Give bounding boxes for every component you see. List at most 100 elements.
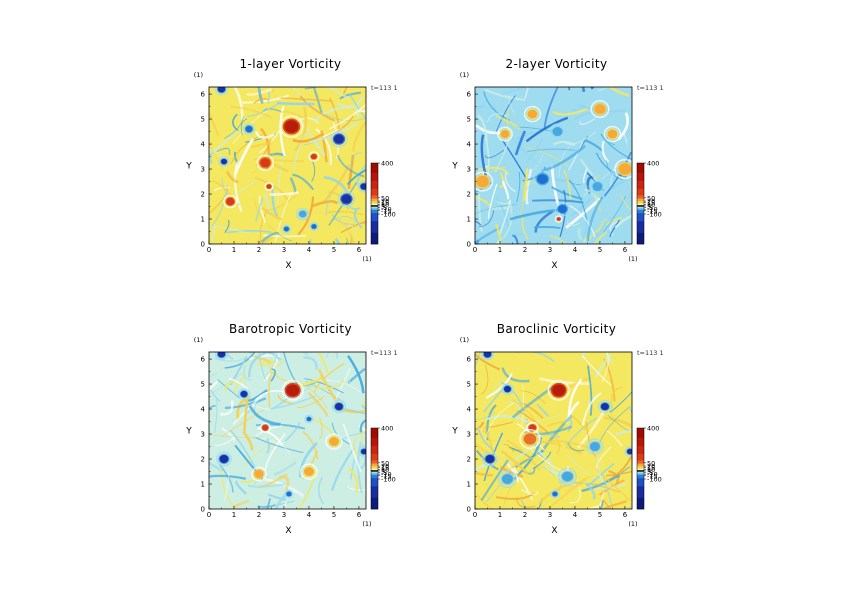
filament — [565, 474, 595, 493]
colorbar-tick-label: -5 — [647, 204, 653, 212]
x-tick-label: 1 — [498, 511, 502, 519]
filament — [341, 407, 366, 415]
colorbar-segment — [637, 463, 644, 467]
x-tick-label: 4 — [307, 511, 312, 519]
cyclone-blob — [554, 215, 563, 223]
x-tick-label: 2 — [257, 511, 261, 519]
filament — [484, 421, 514, 429]
y-tick-label: 0 — [467, 241, 471, 249]
y-tick-label: 6 — [201, 91, 206, 99]
filament — [219, 400, 234, 416]
filament — [567, 416, 573, 432]
filament — [356, 87, 359, 88]
x-axis-label: X — [285, 526, 291, 536]
filament — [536, 403, 550, 417]
filament — [475, 124, 502, 135]
filament — [583, 167, 588, 184]
filament — [260, 206, 283, 221]
y-axis-label: Y — [185, 427, 192, 437]
colorbar-segment — [371, 470, 378, 473]
filament — [570, 415, 587, 431]
filament — [302, 352, 309, 356]
filament — [263, 193, 271, 217]
filament — [505, 432, 543, 465]
panel-title: Baroclinic Vorticity — [497, 322, 617, 336]
filament — [247, 483, 286, 488]
cyclone-blob — [519, 428, 541, 450]
x-tick-label: 3 — [282, 246, 286, 254]
filament — [579, 118, 596, 125]
cyclone-blob — [256, 154, 274, 171]
filament — [596, 456, 604, 483]
colorbar-tick-label: 5 — [647, 467, 651, 475]
filament — [274, 192, 292, 243]
filament — [352, 433, 361, 456]
y-axis-label: Y — [451, 162, 458, 172]
filament — [549, 235, 567, 244]
filament — [254, 197, 264, 222]
filament — [532, 154, 544, 171]
colorbar-segment — [371, 180, 378, 190]
cyclone-blob — [264, 182, 274, 191]
y-unit-label: (1) — [194, 71, 203, 79]
anticyclone-blob — [357, 180, 366, 193]
filament — [213, 357, 246, 362]
colorbar-tick-label: 5 — [381, 467, 385, 475]
filament — [601, 140, 610, 163]
filament — [603, 195, 626, 233]
filament — [327, 210, 364, 216]
filament — [228, 377, 249, 390]
x-tick-label: 0 — [473, 246, 477, 254]
filament — [591, 220, 607, 237]
colorbar-segment — [371, 474, 378, 479]
colorbar-tick-label: 50 — [647, 194, 655, 202]
filament — [226, 352, 234, 360]
colorbar-segment — [371, 195, 378, 199]
filament — [532, 199, 584, 204]
colorbar-tick-label: 50 — [381, 194, 389, 202]
filament — [609, 391, 632, 413]
y-unit-label: (1) — [194, 336, 203, 344]
filament — [261, 437, 291, 454]
cyclone-blob — [497, 126, 513, 142]
time-label: t=113 1 — [371, 84, 398, 92]
colorbar-segment — [371, 209, 378, 214]
filament — [610, 163, 620, 190]
y-tick-label: 4 — [201, 141, 206, 149]
colorbar-segment — [371, 201, 378, 204]
panel-title: 2-layer Vorticity — [505, 57, 607, 71]
filament — [255, 423, 306, 430]
filament — [516, 130, 534, 140]
filament — [233, 138, 255, 176]
cyclone-blob — [523, 105, 542, 123]
filament — [598, 479, 625, 496]
filament — [494, 95, 516, 135]
colorbar-segment — [637, 221, 644, 233]
filament — [303, 356, 318, 370]
filament — [489, 205, 509, 210]
filament — [271, 187, 279, 217]
filament — [500, 449, 530, 475]
filament — [209, 155, 211, 168]
filament — [326, 87, 350, 100]
y-axis-label: Y — [451, 427, 458, 437]
colorbar-segment — [371, 466, 378, 469]
filament — [567, 378, 583, 417]
colorbar-segment — [371, 188, 378, 196]
filament — [224, 352, 256, 369]
filament — [585, 483, 620, 493]
filament — [520, 499, 527, 509]
filament — [318, 417, 323, 440]
heatmap-field — [209, 87, 366, 244]
filament — [594, 467, 631, 502]
x-unit-label: (1) — [628, 520, 637, 528]
filament — [361, 404, 366, 411]
field-background — [475, 352, 632, 509]
filament — [582, 218, 607, 242]
filament — [334, 237, 341, 244]
y-axis-label: Y — [185, 162, 192, 172]
colorbar-tick-label: -10 — [381, 471, 392, 479]
filament — [600, 133, 632, 161]
colorbar-segment — [637, 172, 644, 182]
